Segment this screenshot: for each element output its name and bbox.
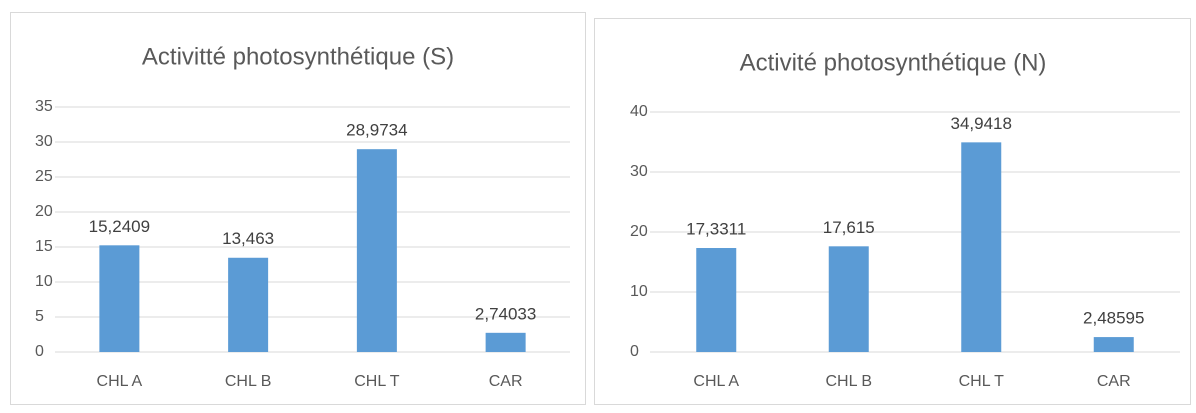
value-label: 17,3311 — [686, 219, 746, 238]
x-tick-label: CHL B — [225, 373, 272, 390]
chart-title: Activité photosynthétique (N) — [740, 49, 1047, 76]
x-tick-label: CHL A — [97, 373, 143, 390]
bar — [696, 248, 737, 352]
y-tick-label: 20 — [35, 203, 53, 220]
x-tick-label: CHL B — [825, 373, 872, 390]
y-tick-label: 0 — [630, 343, 639, 360]
bar — [228, 257, 269, 352]
x-tick-label: CHL A — [693, 373, 739, 390]
bar — [828, 246, 869, 352]
y-tick-label: 30 — [630, 163, 648, 180]
bar — [961, 142, 1002, 352]
value-label: 2,48595 — [1083, 309, 1144, 328]
chart-title: Activitté photosynthétique (S) — [142, 43, 454, 70]
y-tick-label: 15 — [35, 238, 53, 255]
y-tick-label: 30 — [35, 133, 53, 150]
value-label: 34,9418 — [951, 114, 1012, 133]
y-tick-label: 25 — [35, 168, 53, 185]
y-tick-label: 0 — [35, 343, 44, 360]
x-tick-label: CHL T — [959, 373, 1005, 390]
y-tick-label: 40 — [630, 103, 648, 120]
x-tick-label: CAR — [489, 373, 523, 390]
value-label: 28,9734 — [346, 121, 407, 140]
bar — [1093, 337, 1134, 352]
y-tick-label: 10 — [35, 273, 53, 290]
value-label: 2,74033 — [475, 304, 536, 323]
value-label: 13,463 — [222, 229, 274, 248]
value-label: 15,2409 — [89, 217, 150, 236]
x-tick-label: CAR — [1097, 373, 1131, 390]
y-tick-label: 20 — [630, 223, 648, 240]
chart-frame — [594, 18, 1191, 405]
bar — [485, 332, 526, 352]
value-label: 17,615 — [823, 218, 875, 237]
bar — [356, 149, 397, 352]
y-tick-label: 10 — [630, 283, 648, 300]
y-tick-label: 35 — [35, 98, 53, 115]
x-tick-label: CHL T — [354, 373, 400, 390]
bar — [99, 245, 140, 352]
y-tick-label: 5 — [35, 308, 44, 325]
